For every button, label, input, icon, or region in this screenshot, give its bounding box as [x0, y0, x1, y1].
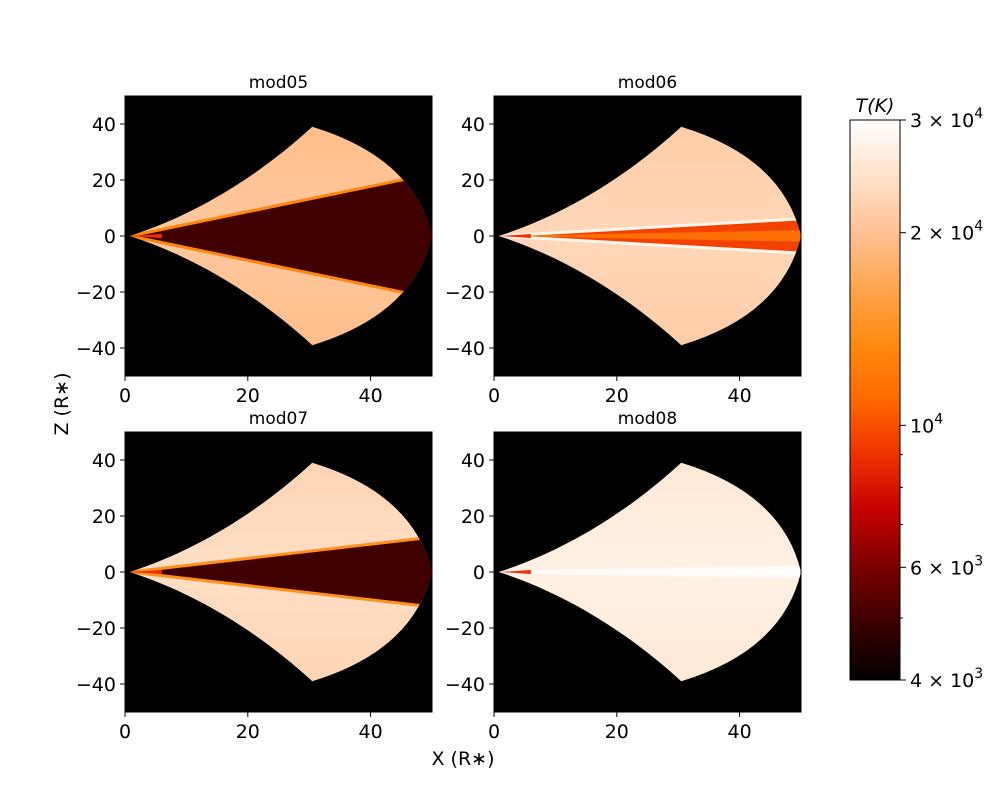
disk-upper-edge: [129, 169, 432, 238]
disk-lower-edge: [129, 570, 432, 610]
y-tick-label: −20: [445, 282, 485, 304]
x-tick-label: 0: [488, 385, 500, 407]
y-tick-label: 0: [104, 226, 116, 248]
y-tick-label: 20: [92, 170, 116, 192]
panel-mod06: mod06 0 20 40 40 20 0 −20 −40: [445, 73, 802, 407]
x-axis-label: X (R∗): [431, 748, 494, 770]
x-tick-label: 0: [119, 385, 131, 407]
y-tick-label: 20: [461, 170, 485, 192]
y-axis-label: Z (R∗): [51, 372, 73, 435]
inner-rim: [129, 570, 162, 574]
inner-rim: [129, 234, 162, 238]
x-tick-label: 0: [119, 721, 131, 743]
y-tick-label: −40: [445, 674, 485, 696]
x-tick-label: 0: [488, 721, 500, 743]
y-tick-label: 20: [461, 506, 485, 528]
y-tick-label: 0: [473, 562, 485, 584]
inner-rim: [498, 570, 531, 574]
colorbar-tick-label: 4 × 103: [910, 666, 983, 692]
inner-rim: [498, 234, 531, 238]
x-tick-label: 20: [236, 721, 260, 743]
disk-midplane: [498, 570, 801, 574]
y-tick-label: 0: [473, 226, 485, 248]
colorbar-tick-label: 6 × 103: [910, 553, 983, 579]
panel-title: mod06: [618, 73, 677, 93]
disk-lower-edge: [498, 234, 801, 256]
y-tick-label: 20: [92, 506, 116, 528]
x-tick-label: 40: [359, 385, 383, 407]
disk-lower-edge: [129, 234, 432, 303]
y-tick-label: 40: [92, 114, 116, 136]
panel-mod07: mod07 0 20 40 40 20 0 −20 −40: [76, 409, 433, 743]
y-tick-label: 40: [461, 450, 485, 472]
colorbar-bar: [849, 119, 901, 681]
y-tick-label: 40: [92, 450, 116, 472]
y-tick-label: −20: [445, 618, 485, 640]
panel-mod08: mod08 0 20 40 40 20 0 −20 −40: [445, 409, 802, 743]
x-tick-label: 20: [605, 385, 629, 407]
colorbar-title: T(K): [856, 95, 895, 117]
y-tick-label: 0: [104, 562, 116, 584]
y-tick-label: −20: [76, 282, 116, 304]
panel-title: mod08: [618, 409, 677, 429]
disk-upper-edge: [498, 216, 801, 238]
colorbar-tick-label: 2 × 104: [910, 219, 983, 245]
x-tick-label: 40: [728, 721, 752, 743]
colorbar-tick-label: 104: [910, 411, 943, 437]
colorbar: T(K) 3 × 104 2 × 104 104 6 × 103 4 × 103: [849, 95, 983, 692]
panels: mod05 0 20 40 40 20 0 −20 −40 mod06 0 20 40 40 20 0 −20 −…: [76, 73, 802, 743]
x-tick-label: 20: [236, 385, 260, 407]
panel-title: mod07: [249, 409, 308, 429]
x-tick-label: 40: [728, 385, 752, 407]
disk-midplane: [129, 559, 432, 585]
x-tick-label: 20: [605, 721, 629, 743]
disk-upper-edge: [498, 565, 801, 574]
x-tick-label: 40: [359, 721, 383, 743]
panel-title: mod05: [249, 73, 308, 93]
y-tick-label: −20: [76, 618, 116, 640]
y-tick-label: −40: [445, 338, 485, 360]
panel-mod05: mod05 0 20 40 40 20 0 −20 −40: [76, 73, 433, 407]
disk-midplane: [498, 229, 801, 243]
disk-lower-edge: [498, 570, 801, 579]
disk-upper-edge: [129, 534, 432, 574]
y-tick-label: 40: [461, 114, 485, 136]
colorbar-tick-label: 3 × 104: [910, 106, 983, 132]
disk-midplane: [129, 214, 432, 258]
y-tick-label: −40: [76, 674, 116, 696]
y-tick-label: −40: [76, 338, 116, 360]
